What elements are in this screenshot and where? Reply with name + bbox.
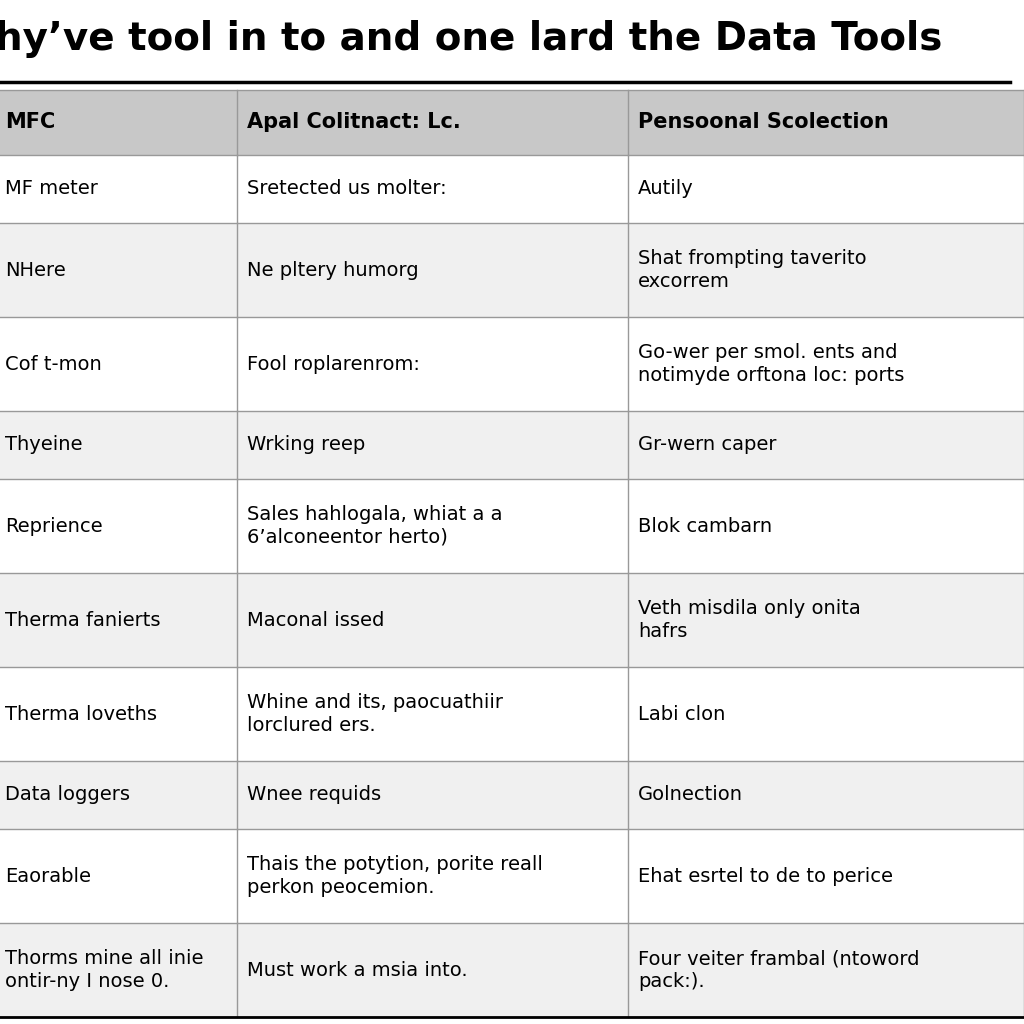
- Text: perkon peocemion.: perkon peocemion.: [247, 878, 434, 897]
- Text: Data loggers: Data loggers: [5, 785, 130, 805]
- Text: Pensoonal Scolection: Pensoonal Scolection: [638, 113, 889, 132]
- Bar: [0, 155, 1024, 223]
- Text: Must work a msia into.: Must work a msia into.: [247, 961, 467, 980]
- Text: ontir-ny I nose 0.: ontir-ny I nose 0.: [5, 972, 169, 990]
- Bar: [0, 923, 1024, 1017]
- Bar: [0, 667, 1024, 761]
- Text: lorclured ers.: lorclured ers.: [247, 716, 376, 734]
- Text: Gr-wern caper: Gr-wern caper: [638, 435, 776, 455]
- Text: Autily: Autily: [638, 179, 693, 199]
- Text: pack:).: pack:).: [638, 972, 705, 990]
- Text: Cof t-mon: Cof t-mon: [5, 354, 101, 374]
- Text: Four veiter frambal (ntoword: Four veiter frambal (ntoword: [638, 949, 920, 969]
- Bar: [0, 479, 1024, 573]
- Text: hafrs: hafrs: [638, 622, 687, 641]
- Text: Fool roplarenrom:: Fool roplarenrom:: [247, 354, 420, 374]
- Text: notimyde orftona loc: ports: notimyde orftona loc: ports: [638, 366, 904, 385]
- Text: Labi clon: Labi clon: [638, 705, 725, 724]
- Text: Apal Colitnact: Lc.: Apal Colitnact: Lc.: [247, 113, 461, 132]
- Bar: [0, 223, 1024, 317]
- Text: Blok cambarn: Blok cambarn: [638, 516, 772, 536]
- Text: excorrem: excorrem: [638, 271, 730, 291]
- Text: hy’ve tool in to and one lard the Data Tools: hy’ve tool in to and one lard the Data T…: [0, 20, 942, 58]
- Text: Ehat esrtel to de to perice: Ehat esrtel to de to perice: [638, 866, 893, 886]
- Text: Eaorable: Eaorable: [5, 866, 91, 886]
- Text: Wnee requids: Wnee requids: [247, 785, 381, 805]
- Bar: [0, 573, 1024, 667]
- Text: 6’alconeentor herto): 6’alconeentor herto): [247, 527, 447, 547]
- Bar: [0, 90, 1024, 155]
- Text: Therma fanierts: Therma fanierts: [5, 610, 161, 630]
- Text: Reprience: Reprience: [5, 516, 102, 536]
- Text: Shat frompting taverito: Shat frompting taverito: [638, 249, 866, 268]
- Text: MF meter: MF meter: [5, 179, 98, 199]
- Text: Whine and its, paocuathiir: Whine and its, paocuathiir: [247, 693, 503, 713]
- Bar: [0, 761, 1024, 829]
- Text: Sales hahlogala, whiat a a: Sales hahlogala, whiat a a: [247, 505, 503, 524]
- Text: Wrking reep: Wrking reep: [247, 435, 366, 455]
- Text: Thorms mine all inie: Thorms mine all inie: [5, 949, 204, 969]
- Text: Thyeine: Thyeine: [5, 435, 83, 455]
- Bar: [0, 317, 1024, 411]
- Text: MFC: MFC: [5, 113, 55, 132]
- Text: Thais the potytion, porite reall: Thais the potytion, porite reall: [247, 855, 543, 874]
- Text: NHere: NHere: [5, 260, 66, 280]
- Text: Ne pltery humorg: Ne pltery humorg: [247, 260, 419, 280]
- Text: Go-wer per smol. ents and: Go-wer per smol. ents and: [638, 343, 897, 362]
- Text: Golnection: Golnection: [638, 785, 742, 805]
- Bar: [0, 829, 1024, 923]
- Bar: [0, 411, 1024, 479]
- Text: Maconal issed: Maconal issed: [247, 610, 384, 630]
- Text: Therma loveths: Therma loveths: [5, 705, 157, 724]
- Text: Sretected us molter:: Sretected us molter:: [247, 179, 446, 199]
- Text: Veth misdila only onita: Veth misdila only onita: [638, 599, 860, 618]
